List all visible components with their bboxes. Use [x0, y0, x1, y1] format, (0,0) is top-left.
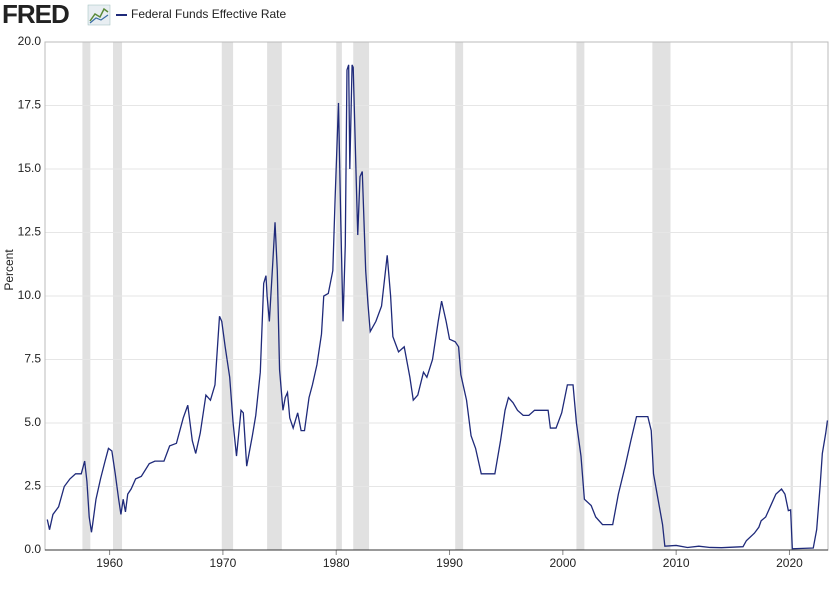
- x-tick-label: 1960: [96, 556, 123, 570]
- y-tick-label: 17.5: [18, 98, 42, 112]
- y-tick-label: 2.5: [24, 479, 41, 493]
- y-tick-label: 10.0: [18, 288, 42, 302]
- y-tick-label: 5.0: [24, 415, 41, 429]
- x-tick-label: 1970: [210, 556, 237, 570]
- legend-label: Federal Funds Effective Rate: [131, 7, 287, 21]
- logo-icon: [87, 4, 111, 26]
- y-axis-label: Percent: [2, 249, 16, 291]
- y-tick-label: 7.5: [24, 352, 41, 366]
- x-tick-label: 2010: [663, 556, 690, 570]
- y-tick-label: 20.0: [18, 34, 42, 48]
- y-tick-label: 0.0: [24, 542, 41, 556]
- x-tick-label: 2020: [776, 556, 803, 570]
- x-tick-label: 1990: [436, 556, 463, 570]
- y-tick-label: 15.0: [18, 161, 42, 175]
- line-series: [46, 64, 829, 550]
- x-tick-label: 2000: [549, 556, 576, 570]
- logo: FRED: [2, 0, 69, 29]
- y-tick-label: 12.5: [18, 225, 42, 239]
- x-tick-label: 1980: [323, 556, 350, 570]
